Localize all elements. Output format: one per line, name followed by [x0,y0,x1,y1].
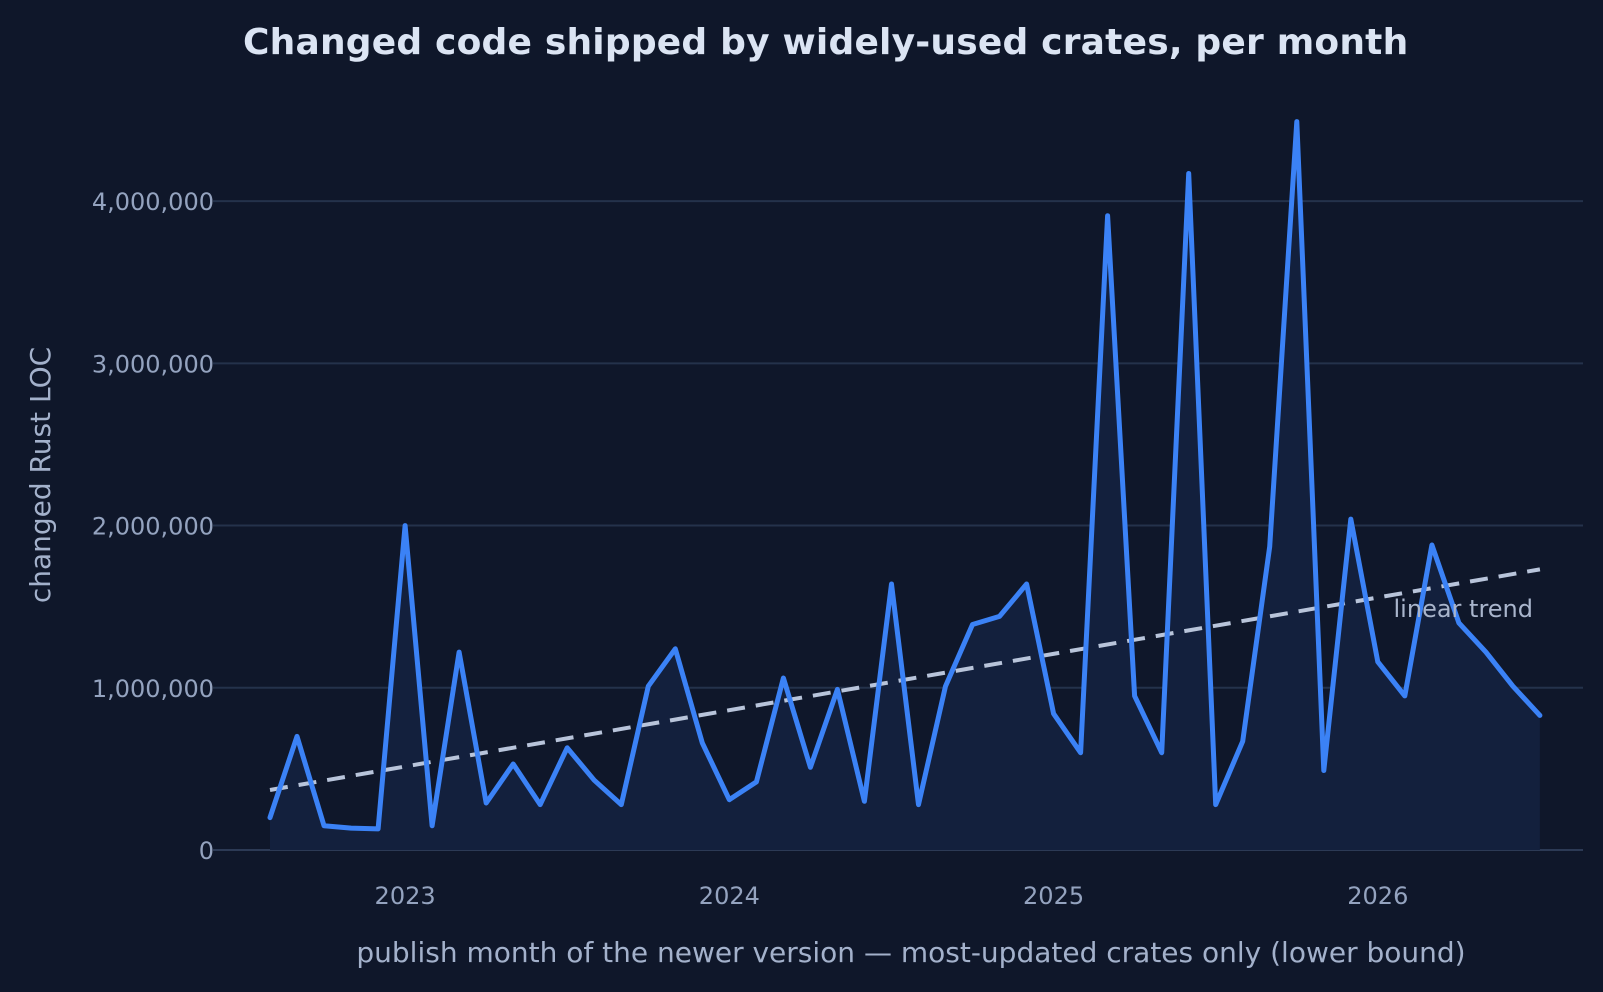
data-point [1159,750,1165,756]
data-point [348,825,354,831]
data-point [1213,802,1219,808]
series-line [267,119,1543,832]
data-point [618,802,624,808]
x-axis-ticks: 2023 2024 2025 2026 [375,882,1409,910]
x-tick-label: 2026 [1347,882,1408,910]
data-point [726,797,732,803]
data-point [1537,712,1543,718]
data-point [1321,768,1327,774]
x-axis-label: publish month of the newer version — mos… [356,936,1465,969]
data-point [429,823,435,829]
data-point [1240,738,1246,744]
data-point [402,523,408,529]
data-point [1105,213,1111,219]
data-point [645,683,651,689]
x-tick-label: 2024 [699,882,760,910]
data-point [1429,542,1435,548]
data-point [861,798,867,804]
data-point [1294,119,1300,125]
data-point [1132,693,1138,699]
data-point [1375,659,1381,665]
data-point [1402,693,1408,699]
data-point [267,815,273,821]
data-point [888,581,894,587]
data-point [780,675,786,681]
data-point [915,802,921,808]
data-point [997,613,1003,619]
data-point [807,764,813,770]
data-point [591,777,597,783]
x-tick-label: 2023 [375,882,436,910]
data-point [1267,544,1273,550]
data-point [1078,750,1084,756]
data-point [1186,171,1192,177]
data-point [375,826,381,832]
data-point [834,686,840,692]
data-point [672,646,678,652]
data-point [753,779,759,785]
data-point [537,802,543,808]
data-point [483,800,489,806]
y-tick-label: 1,000,000 [92,675,214,703]
x-tick-label: 2025 [1023,882,1084,910]
data-point [1483,649,1489,655]
chart-title: Changed code shipped by widely-used crat… [243,22,1409,63]
y-tick-label: 0 [199,837,214,865]
data-point [699,740,705,746]
trend-label: linear trend [1394,595,1533,623]
data-point [510,761,516,767]
y-axis-ticks: 0 1,000,000 2,000,000 3,000,000 4,000,000 [92,188,214,865]
y-tick-label: 4,000,000 [92,188,214,216]
data-point [1348,516,1354,522]
data-point [1024,581,1030,587]
y-tick-label: 2,000,000 [92,513,214,541]
data-point [943,683,949,689]
data-point [1051,711,1057,717]
data-point [456,649,462,655]
data-point [294,733,300,739]
y-axis-label: changed Rust LOC [24,347,57,603]
data-point [321,823,327,829]
data-point [564,745,570,751]
series-area [270,121,1540,851]
data-point [970,622,976,628]
y-tick-label: 3,000,000 [92,350,214,378]
data-point [1510,683,1516,689]
